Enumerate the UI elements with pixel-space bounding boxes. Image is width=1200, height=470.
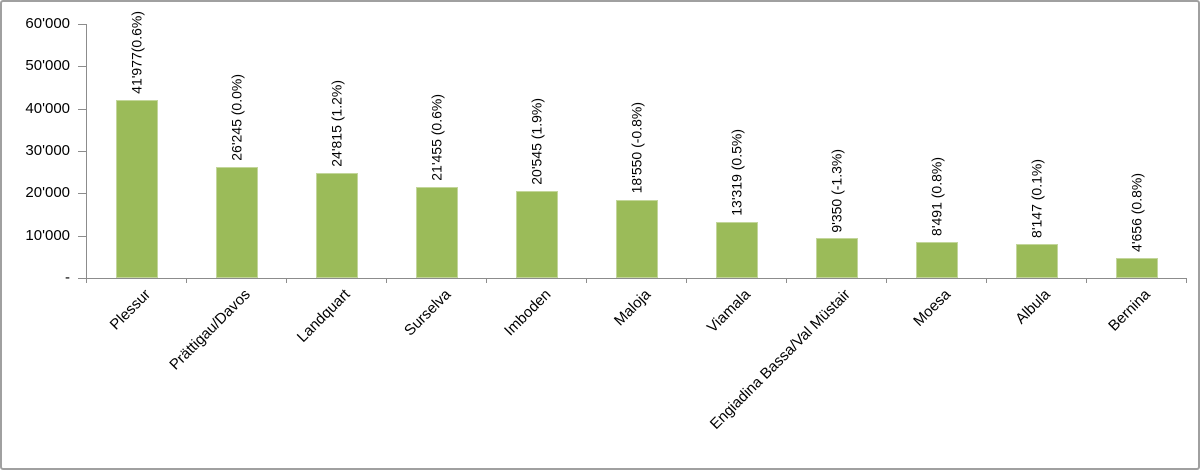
x-tick-mark [886, 278, 887, 283]
x-category-label: Albula [1012, 286, 1055, 328]
bar-group: 21'455 (0.6%) [387, 24, 487, 278]
x-category-label: Surselva [400, 286, 455, 340]
x-category-label: Plessur [106, 286, 155, 334]
bar-group: 13'319 (0.5%) [687, 24, 787, 278]
bar-group: 26'245 (0.0%) [187, 24, 287, 278]
y-tick-label: 20'000 [25, 184, 70, 202]
bar-value-label: 8'147 (0.1%) [1028, 158, 1045, 238]
x-category-label: Imboden [500, 286, 555, 340]
bar-value-label: 24'815 (1.2%) [328, 80, 345, 167]
bar-value-label: 21'455 (0.6%) [428, 94, 445, 182]
x-tick-mark [1086, 278, 1087, 283]
x-tick-mark [586, 278, 587, 283]
bar-value-label: 13'319 (0.5%) [728, 128, 745, 216]
x-tick-mark [786, 278, 787, 283]
x-category-label: Prättigau/Davos [166, 286, 255, 374]
bar-value-label: 20'545 (1.9%) [528, 98, 545, 185]
bar [316, 172, 358, 278]
y-tick-label: 10'000 [25, 226, 70, 244]
bar-group: 41'977(0.6%) [87, 11, 187, 278]
y-tick-label: 50'000 [25, 57, 70, 75]
bar-group: 24'815 (1.2%) [287, 24, 387, 278]
x-tick-mark [186, 278, 187, 283]
bar [916, 242, 958, 278]
plot-area: 41'977(0.6%) 26'245 (0.0%) 24'815 (1.2%) 21… [86, 11, 1187, 279]
bar-value-label: 26'245 (0.0%) [228, 74, 245, 161]
x-tick-mark [86, 278, 87, 283]
y-tick-label: - [65, 269, 70, 286]
x-tick-mark [486, 278, 487, 283]
x-category-label: Viamala [703, 286, 755, 337]
bar-value-label: 8'491 (0.8%) [928, 157, 945, 237]
bar-group: 18'550 (-0.8%) [587, 24, 687, 278]
x-tick-mark [386, 278, 387, 283]
bar-group: 20'545 (1.9%) [487, 24, 587, 278]
x-category-label: Bernina [1105, 286, 1155, 335]
y-tick-mark [78, 151, 86, 152]
y-tick-mark [78, 193, 86, 195]
bar-value-label: 18'550 (-0.8%) [628, 102, 645, 194]
y-tick-label: 40'000 [25, 99, 70, 117]
bar-group: 9'350 (-1.3%) [787, 24, 887, 278]
bar [616, 199, 658, 278]
x-category-label: Maloja [610, 286, 655, 330]
bar [716, 221, 758, 278]
bar [516, 191, 558, 278]
y-tick-mark [78, 235, 86, 237]
bar [116, 100, 158, 278]
bar [416, 187, 458, 278]
y-tick-label: 30'000 [25, 142, 70, 159]
bar [816, 238, 858, 278]
y-tick-label: 60'000 [25, 15, 70, 32]
bar-group: 4'656 (0.8%) [1087, 24, 1187, 278]
bar-group: 8'491 (0.8%) [887, 24, 987, 278]
x-category-label: Moesa [910, 286, 955, 330]
bar-value-label: 4'656 (0.8%) [1128, 173, 1145, 253]
x-tick-mark [986, 278, 987, 283]
y-tick-mark [78, 278, 86, 279]
bar [216, 166, 258, 278]
bar [1116, 258, 1158, 278]
x-tick-mark [286, 278, 287, 283]
y-tick-mark [78, 108, 86, 110]
bar-value-label: 41'977(0.6%) [128, 11, 145, 95]
bar-value-label: 9'350 (-1.3%) [828, 148, 845, 233]
x-category-label: Landquart [294, 286, 355, 346]
y-tick-mark [78, 66, 86, 68]
bar [1016, 243, 1058, 278]
y-tick-mark [78, 24, 86, 25]
x-tick-mark [686, 278, 687, 283]
x-tick-mark [1186, 278, 1187, 283]
bar-group: 8'147 (0.1%) [987, 24, 1087, 278]
